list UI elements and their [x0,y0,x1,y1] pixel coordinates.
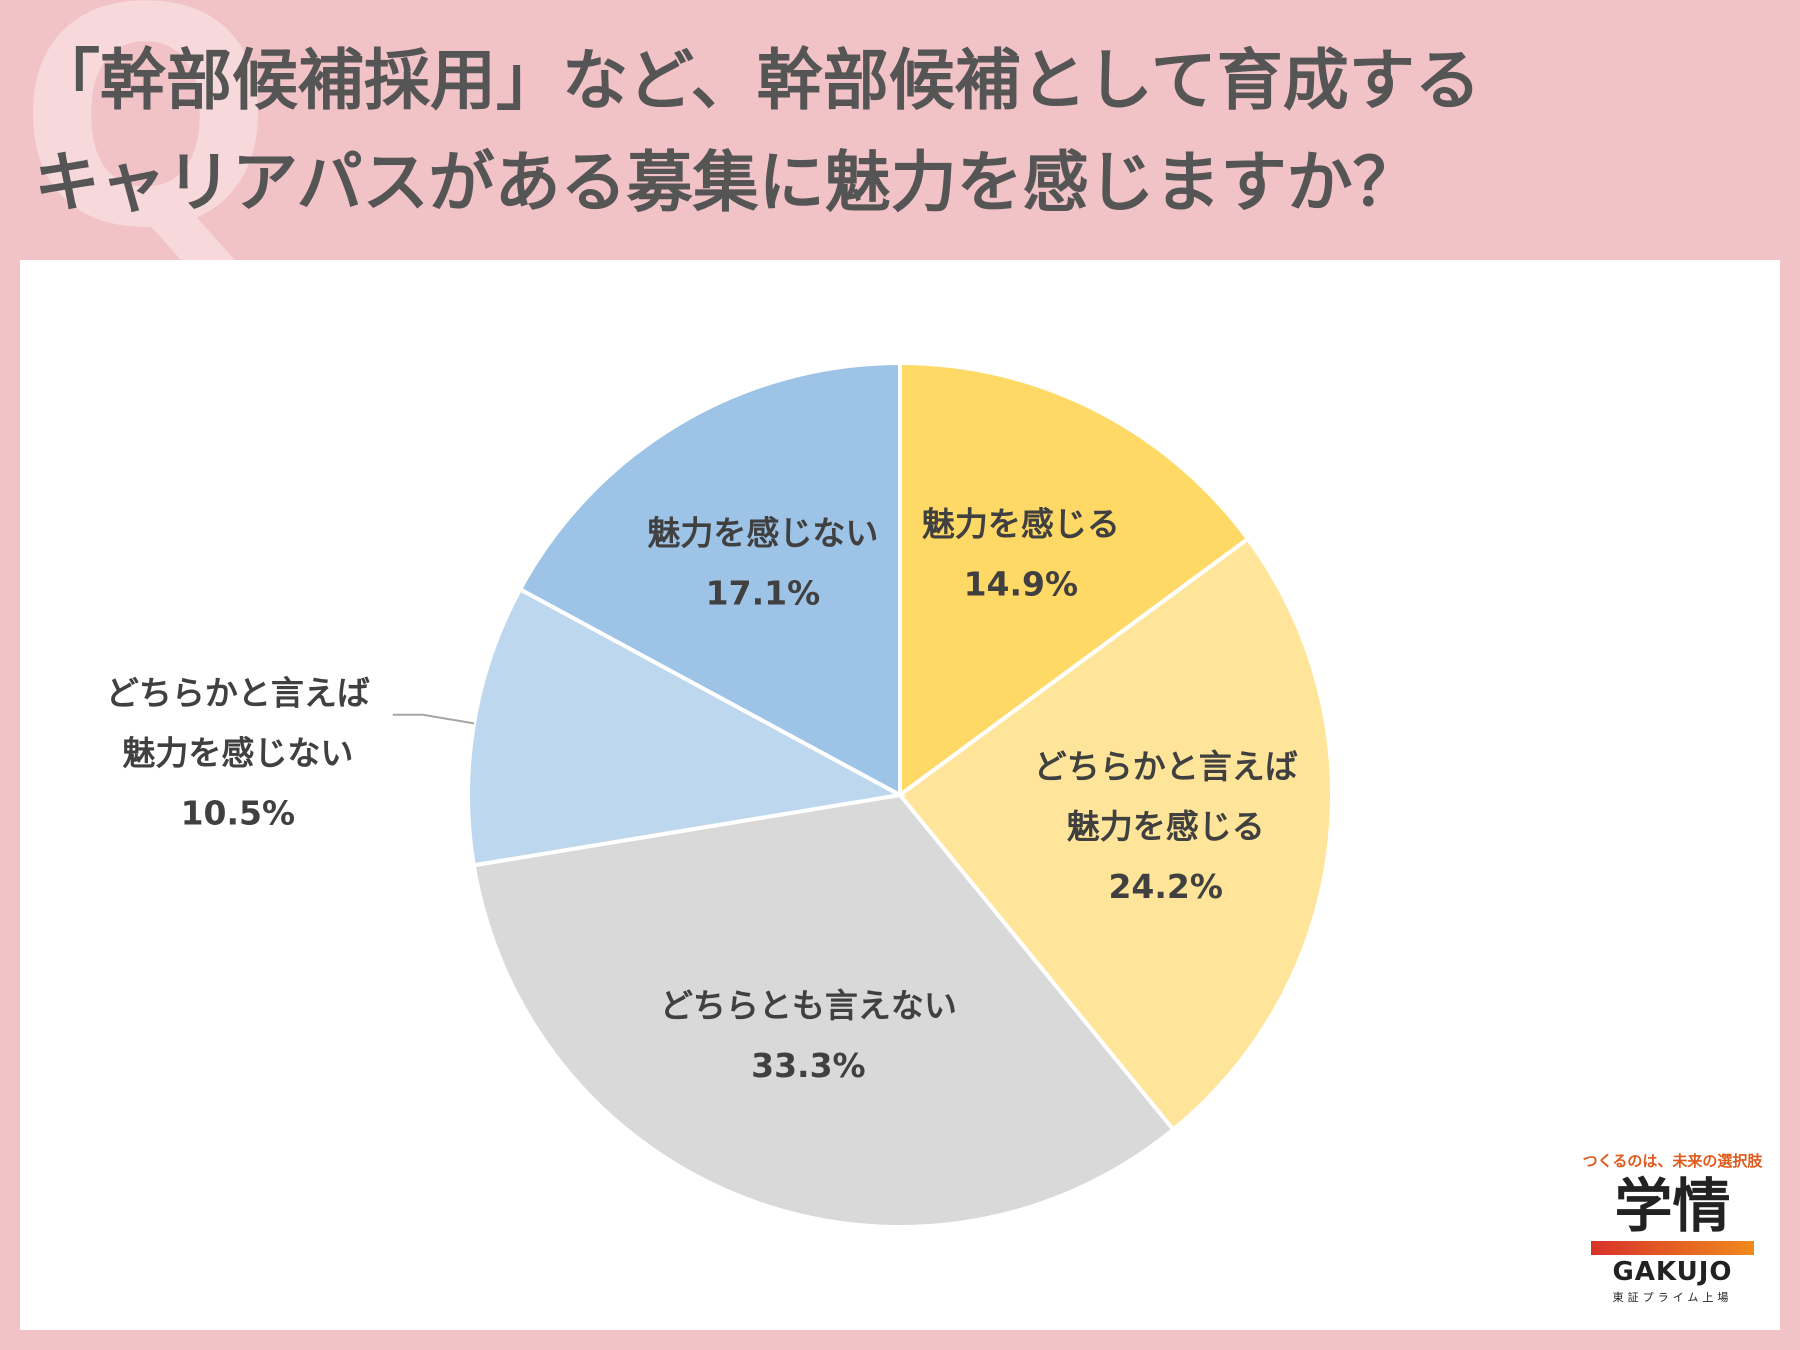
gakujo-logo: つくるのは、未来の選択肢 学情 GAKUJO 東証プライム上場 [1575,1150,1770,1310]
pie-slice [466,586,907,868]
slice-category-label: どちらかと言えば [1034,747,1298,786]
slice-value-label: 24.2% [1108,867,1223,906]
slice-value-label: 14.9% [964,564,1079,603]
logo-kanji: 学情 [1614,1172,1731,1240]
slice-category-label: 魅力を感じない [122,733,353,772]
logo-tagline: つくるのは、未来の選択肢 [1582,1152,1763,1170]
title-line-2: キャリアパスがある募集に魅力を感じますか？ [34,144,1419,221]
slice-value-label: 33.3% [751,1046,866,1085]
title-line-1: 「幹部候補採用」など、幹部候補として育成する [34,42,1481,119]
chart-panel: 魅力を感じる 14.9% どちらかと言えば 魅力を感じる 24.2% どちらとも言えない 3… [20,260,1780,1330]
slice-category-label: どちらとも言えない [660,986,957,1025]
pie-chart: 魅力を感じる14.9%どちらかと言えば魅力を感じる24.2%どちらとも言えない3… [106,360,1334,1229]
q-decoration: Q [18,0,274,294]
leader-line [392,713,475,725]
slice-category-label: どちらかと言えば [106,673,370,712]
page-title: 「幹部候補採用」など、幹部候補として育成する キャリアパスがある募集に魅力を感じ… [34,30,1774,234]
pie-slice [471,792,1177,1229]
slice-category-label: 魅力を感じる [1067,807,1265,846]
slice-value-label: 10.5% [181,793,296,832]
slice-category-label: 魅力を感じる [922,504,1120,543]
pie-slice [897,536,1334,1133]
pie-slice [517,360,902,799]
logo-roman: GAKUJO [1612,1257,1733,1287]
logo-listing: 東証プライム上場 [1612,1291,1733,1304]
slice-category-label: 魅力を感じない [647,513,878,552]
slice-value-label: 17.1% [706,573,821,612]
pie-slice [898,360,1251,799]
logo-bar [1591,1241,1754,1255]
